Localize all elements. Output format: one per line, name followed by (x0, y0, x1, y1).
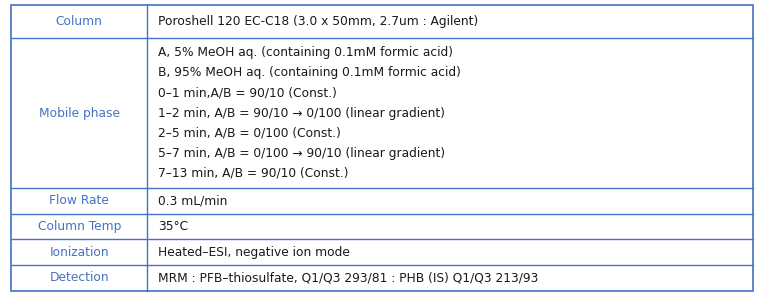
Text: Poroshell 120 EC-C18 (3.0 x 50mm, 2.7um : Agilent): Poroshell 120 EC-C18 (3.0 x 50mm, 2.7um … (158, 15, 478, 28)
Text: Heated–ESI, negative ion mode: Heated–ESI, negative ion mode (158, 246, 350, 259)
Text: Ionization: Ionization (50, 246, 109, 259)
Text: 0–1 min,A/B = 90/10 (Const.): 0–1 min,A/B = 90/10 (Const.) (158, 86, 337, 99)
Text: A, 5% MeOH aq. (containing 0.1mM formic acid): A, 5% MeOH aq. (containing 0.1mM formic … (158, 46, 453, 59)
Text: 2–5 min, A/B = 0/100 (Const.): 2–5 min, A/B = 0/100 (Const.) (158, 127, 341, 140)
Text: 1–2 min, A/B = 90/10 → 0/100 (linear gradient): 1–2 min, A/B = 90/10 → 0/100 (linear gra… (158, 107, 445, 120)
Text: 7–13 min, A/B = 90/10 (Const.): 7–13 min, A/B = 90/10 (Const.) (158, 167, 348, 180)
Text: Column: Column (56, 15, 102, 28)
Text: Detection: Detection (50, 271, 109, 284)
Text: B, 95% MeOH aq. (containing 0.1mM formic acid): B, 95% MeOH aq. (containing 0.1mM formic… (158, 66, 461, 79)
Text: Mobile phase: Mobile phase (39, 107, 120, 120)
Text: Column Temp: Column Temp (37, 220, 121, 233)
Text: 0.3 mL/min: 0.3 mL/min (158, 194, 227, 207)
Text: Flow Rate: Flow Rate (50, 194, 109, 207)
Text: 35°C: 35°C (158, 220, 188, 233)
Text: MRM : PFB–thiosulfate, Q1/Q3 293/81 : PHB (IS) Q1/Q3 213/93: MRM : PFB–thiosulfate, Q1/Q3 293/81 : PH… (158, 271, 538, 284)
Text: 5–7 min, A/B = 0/100 → 90/10 (linear gradient): 5–7 min, A/B = 0/100 → 90/10 (linear gra… (158, 147, 445, 160)
